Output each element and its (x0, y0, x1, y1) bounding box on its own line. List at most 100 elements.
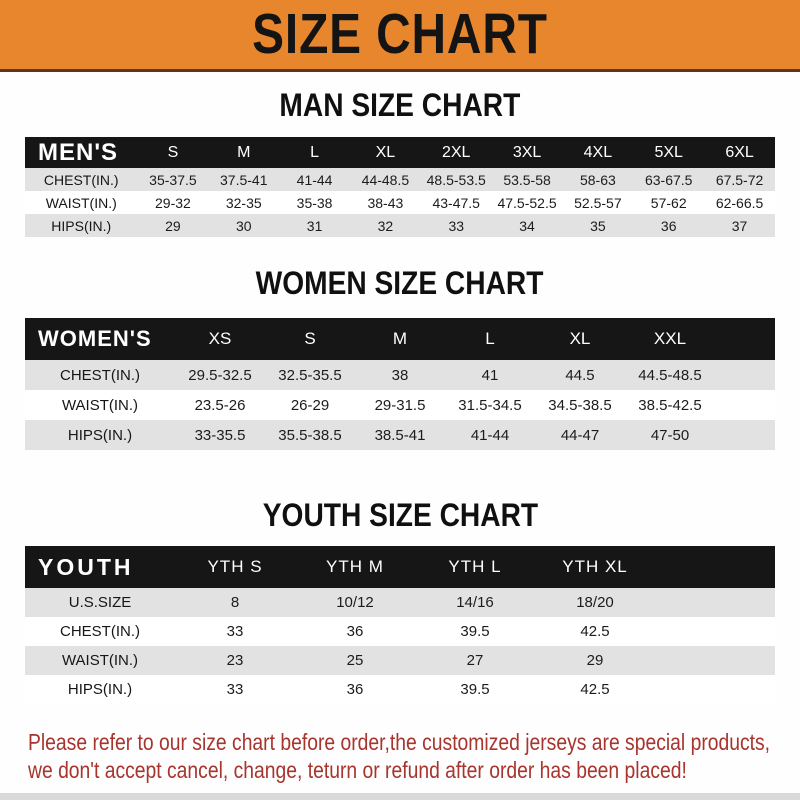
table-row: CHEST(IN.) 33 36 39.5 42.5 (25, 617, 775, 646)
size-cell: 41 (481, 366, 499, 384)
size-cell: 33-35.5 (194, 426, 246, 444)
size-cell: 36 (346, 681, 364, 698)
size-cell: 35 (590, 217, 606, 234)
size-cell: 39.5 (460, 681, 490, 698)
size-cell: 47.5-52.5 (497, 194, 557, 211)
spacer-cell (655, 546, 775, 588)
table-header-band: MEN'S S M L XL 2XL 3XL 4XL 5XL 6XL (25, 137, 775, 168)
size-cell: 44-48.5 (361, 171, 410, 188)
size-cell: 29-31.5 (374, 396, 426, 414)
size-cell: 29 (586, 652, 604, 669)
column-header: M (355, 318, 445, 360)
size-cell: 38 (391, 366, 409, 384)
size-cell: 42.5 (580, 623, 610, 640)
table-row: WAIST(IN.) 23 25 27 29 (25, 646, 775, 675)
size-cell: 38.5-41 (374, 426, 426, 444)
table-row: HIPS(IN.) 29 30 31 32 33 34 35 36 37 (25, 214, 775, 237)
column-header: L (445, 318, 535, 360)
row-label: WAIST(IN.) (45, 194, 117, 211)
table-row: U.S.SIZE 8 10/12 14/16 18/20 (25, 588, 775, 617)
size-cell: 38-43 (367, 194, 404, 211)
table-row: WAIST(IN.) 29-32 32-35 35-38 38-43 43-47.5 47.… (25, 191, 775, 214)
table-group-label: MEN'S (25, 137, 138, 168)
size-cell: 35.5-38.5 (278, 426, 342, 444)
column-header: S (265, 318, 355, 360)
size-cell: 25 (346, 652, 364, 669)
row-label: U.S.SIZE (68, 594, 132, 611)
size-cell: 48.5-53.5 (426, 171, 486, 188)
table-group-label: WOMEN'S (25, 318, 175, 360)
row-label: HIPS(IN.) (51, 217, 112, 234)
women-size-table: WOMEN'S XS S M L XL XXL CHEST(IN.) 29.5-32.5 32.5… (25, 318, 775, 450)
men-size-table: MEN'S S M L XL 2XL 3XL 4XL 5XL 6XL CHEST(IN.) 35-37… (25, 137, 775, 237)
row-label: CHEST(IN.) (60, 366, 140, 384)
size-cell: 14/16 (456, 594, 494, 611)
column-header: 4XL (562, 137, 634, 168)
size-cell: 41-44 (470, 426, 510, 444)
column-header: L (279, 137, 350, 168)
column-header: 5XL (633, 137, 705, 168)
notice-line-1: Please refer to our size chart before or… (28, 729, 771, 755)
spacer-cell (715, 318, 775, 360)
size-cell: 58-63 (579, 171, 616, 188)
bottom-edge-strip (0, 793, 800, 800)
table-row: HIPS(IN.) 33-35.5 35.5-38.5 38.5-41 41-44 44-… (25, 420, 775, 450)
size-cell: 23.5-26 (194, 396, 246, 414)
table-row: CHEST(IN.) 29.5-32.5 32.5-35.5 38 41 44.5 44.5… (25, 360, 775, 390)
youth-size-table: YOUTH YTH S YTH M YTH L YTH XL U.S.SIZE 8 10/12… (25, 546, 775, 704)
size-cell: 26-29 (290, 396, 330, 414)
table-row: HIPS(IN.) 33 36 39.5 42.5 (25, 675, 775, 704)
row-label: CHEST(IN.) (43, 171, 119, 188)
size-cell: 62-66.5 (715, 194, 764, 211)
column-header: YTH L (415, 546, 535, 588)
spacer-cell (715, 420, 775, 450)
column-header: 6XL (704, 137, 775, 168)
size-cell: 10/12 (336, 594, 374, 611)
size-cell: 35-37.5 (149, 171, 197, 188)
size-cell: 32-35 (225, 194, 262, 211)
spacer-cell (655, 617, 775, 646)
row-label: HIPS(IN.) (67, 426, 133, 444)
column-header: 3XL (491, 137, 563, 168)
youth-section-title: YOUTH SIZE CHART (262, 497, 538, 533)
spacer-cell (715, 360, 775, 390)
column-header: YTH XL (535, 546, 655, 588)
size-cell: 44.5-48.5 (638, 366, 702, 384)
table-header-band: YOUTH YTH S YTH M YTH L YTH XL (25, 546, 775, 588)
women-section-title: WOMEN SIZE CHART (256, 265, 544, 301)
size-cell: 33 (226, 623, 244, 640)
size-cell: 36 (660, 217, 677, 234)
column-header: 2XL (420, 137, 492, 168)
spacer-cell (715, 390, 775, 420)
size-cell: 42.5 (580, 681, 610, 698)
size-cell: 63-67.5 (644, 171, 693, 188)
row-label: CHEST(IN.) (60, 623, 140, 640)
size-cell: 29-32 (155, 194, 191, 211)
size-cell: 23 (226, 652, 244, 669)
size-cell: 8 (230, 594, 240, 611)
size-cell: 27 (466, 652, 484, 669)
column-header: XS (175, 318, 265, 360)
size-cell: 41-44 (296, 171, 333, 188)
men-size-section: MAN SIZE CHART MEN'S S M L XL 2XL 3XL 4XL 5XL 6XL… (0, 87, 800, 237)
size-cell: 34.5-38.5 (548, 396, 612, 414)
size-cell: 36 (346, 623, 364, 640)
size-cell: 32.5-35.5 (278, 366, 342, 384)
table-group-label: YOUTH (25, 546, 175, 588)
banner: SIZE CHART (0, 0, 800, 72)
spacer-cell (655, 646, 775, 675)
size-cell: 47-50 (650, 426, 690, 444)
table-row: WAIST(IN.) 23.5-26 26-29 29-31.5 31.5-34.5 34… (25, 390, 775, 420)
size-cell: 53.5-58 (503, 171, 551, 188)
column-header: XL (349, 137, 421, 168)
spacer-cell (655, 588, 775, 617)
column-header: YTH S (175, 546, 295, 588)
size-cell: 37 (731, 217, 748, 234)
column-header: YTH M (295, 546, 415, 588)
size-cell: 33 (226, 681, 244, 698)
column-header: S (137, 137, 209, 168)
women-size-section: WOMEN SIZE CHART WOMEN'S XS S M L XL XXL CHEST(… (0, 265, 800, 450)
size-cell: 31.5-34.5 (458, 396, 522, 414)
row-label: WAIST(IN.) (61, 652, 139, 669)
